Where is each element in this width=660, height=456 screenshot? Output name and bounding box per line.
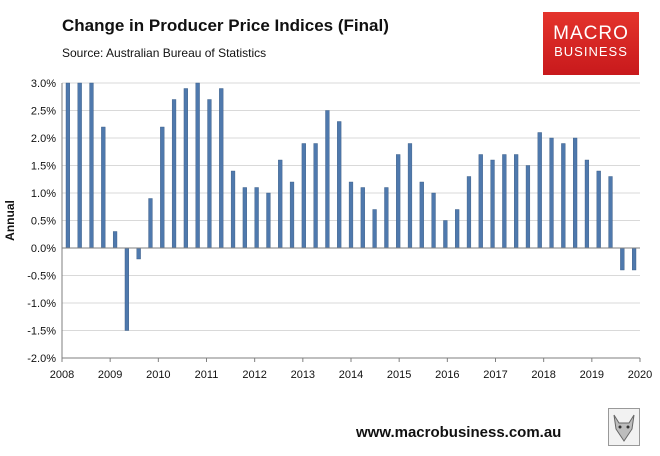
bar xyxy=(101,126,106,249)
x-tick-label: 2011 xyxy=(195,369,219,381)
bars xyxy=(65,82,637,331)
bar xyxy=(112,231,118,249)
y-tick-label: 2.0% xyxy=(31,133,56,145)
logo-word-macro: MACRO xyxy=(553,23,629,44)
bar xyxy=(325,110,330,249)
y-tick-label: -2.0% xyxy=(27,353,56,365)
bar xyxy=(289,181,295,249)
bar xyxy=(466,176,472,249)
bar xyxy=(525,165,531,249)
macro-business-logo: MACRO BUSINESS xyxy=(543,12,639,75)
bar xyxy=(360,187,365,249)
bar xyxy=(431,192,436,249)
bar xyxy=(195,82,200,249)
bar xyxy=(313,143,318,249)
bar xyxy=(396,154,401,249)
x-tick-label: 2019 xyxy=(580,369,604,381)
bar xyxy=(348,181,354,249)
bar xyxy=(89,82,94,249)
bar xyxy=(136,247,141,260)
x-tick-label: 2013 xyxy=(291,369,315,381)
bar xyxy=(384,187,389,249)
y-tick-label: 0.5% xyxy=(31,216,56,228)
y-tick-label: 0.0% xyxy=(31,243,56,255)
chart-source: Source: Australian Bureau of Statistics xyxy=(62,46,267,60)
x-tick-label: 2010 xyxy=(146,369,170,381)
bar xyxy=(620,247,625,271)
y-tick-label: 1.5% xyxy=(31,161,56,173)
bar xyxy=(337,121,342,249)
y-tick-label: -0.5% xyxy=(27,271,56,283)
x-tick-label: 2008 xyxy=(50,369,74,381)
bar xyxy=(171,99,177,249)
bar xyxy=(573,137,578,249)
bar xyxy=(502,154,507,249)
bar xyxy=(301,143,306,249)
wolf-mascot-icon xyxy=(608,408,640,446)
bar xyxy=(443,220,448,249)
bar xyxy=(549,137,554,249)
bar xyxy=(124,247,129,331)
bar xyxy=(207,99,212,249)
bar xyxy=(537,132,542,249)
bar xyxy=(254,187,259,249)
bar xyxy=(632,247,637,271)
bar xyxy=(608,176,613,249)
x-tick-label: 2009 xyxy=(98,369,122,381)
y-tick-label: 3.0% xyxy=(31,78,56,90)
bar xyxy=(242,187,247,249)
x-tick-label: 2018 xyxy=(531,369,555,381)
y-tick-labels: 3.0% 2.5% 2.0% 1.5% 1.0% 0.5% 0.0% -0.5% -1.0% -1… xyxy=(27,78,56,365)
x-tick-label: 2012 xyxy=(242,369,266,381)
x-tick-label: 2020 xyxy=(628,369,652,381)
axes xyxy=(61,83,641,362)
y-axis-label: Annual xyxy=(3,200,17,241)
x-tick-label: 2016 xyxy=(435,369,459,381)
website-url[interactable]: www.macrobusiness.com.au xyxy=(356,424,562,441)
bar xyxy=(584,159,590,249)
bar xyxy=(514,154,519,249)
bar xyxy=(266,192,271,249)
x-tick-label: 2014 xyxy=(339,369,363,381)
y-tick-label: -1.5% xyxy=(27,326,56,338)
chart-title: Change in Producer Price Indices (Final) xyxy=(62,16,389,35)
x-tick-label: 2015 xyxy=(387,369,411,381)
x-tick-label: 2017 xyxy=(483,369,507,381)
bar xyxy=(183,88,188,249)
y-tick-label: -1.0% xyxy=(27,298,56,310)
bar xyxy=(372,209,377,249)
bar xyxy=(278,159,283,249)
bar xyxy=(219,88,224,249)
bar xyxy=(160,126,165,249)
bar xyxy=(596,170,601,249)
logo-word-business: BUSINESS xyxy=(554,44,628,59)
bar xyxy=(230,170,236,249)
bar xyxy=(148,198,153,249)
y-tick-label: 2.5% xyxy=(31,106,56,118)
bar xyxy=(407,143,413,249)
x-tick-labels: 2008 2009 2010 2011 2012 2013 2014 2015 2016 2017… xyxy=(50,369,652,381)
bar xyxy=(77,82,82,249)
bar xyxy=(478,154,483,249)
bar xyxy=(419,181,424,249)
bar xyxy=(455,209,460,249)
bar xyxy=(561,143,566,249)
bar xyxy=(490,159,495,249)
bar xyxy=(65,82,70,249)
y-tick-label: 1.0% xyxy=(31,188,56,200)
